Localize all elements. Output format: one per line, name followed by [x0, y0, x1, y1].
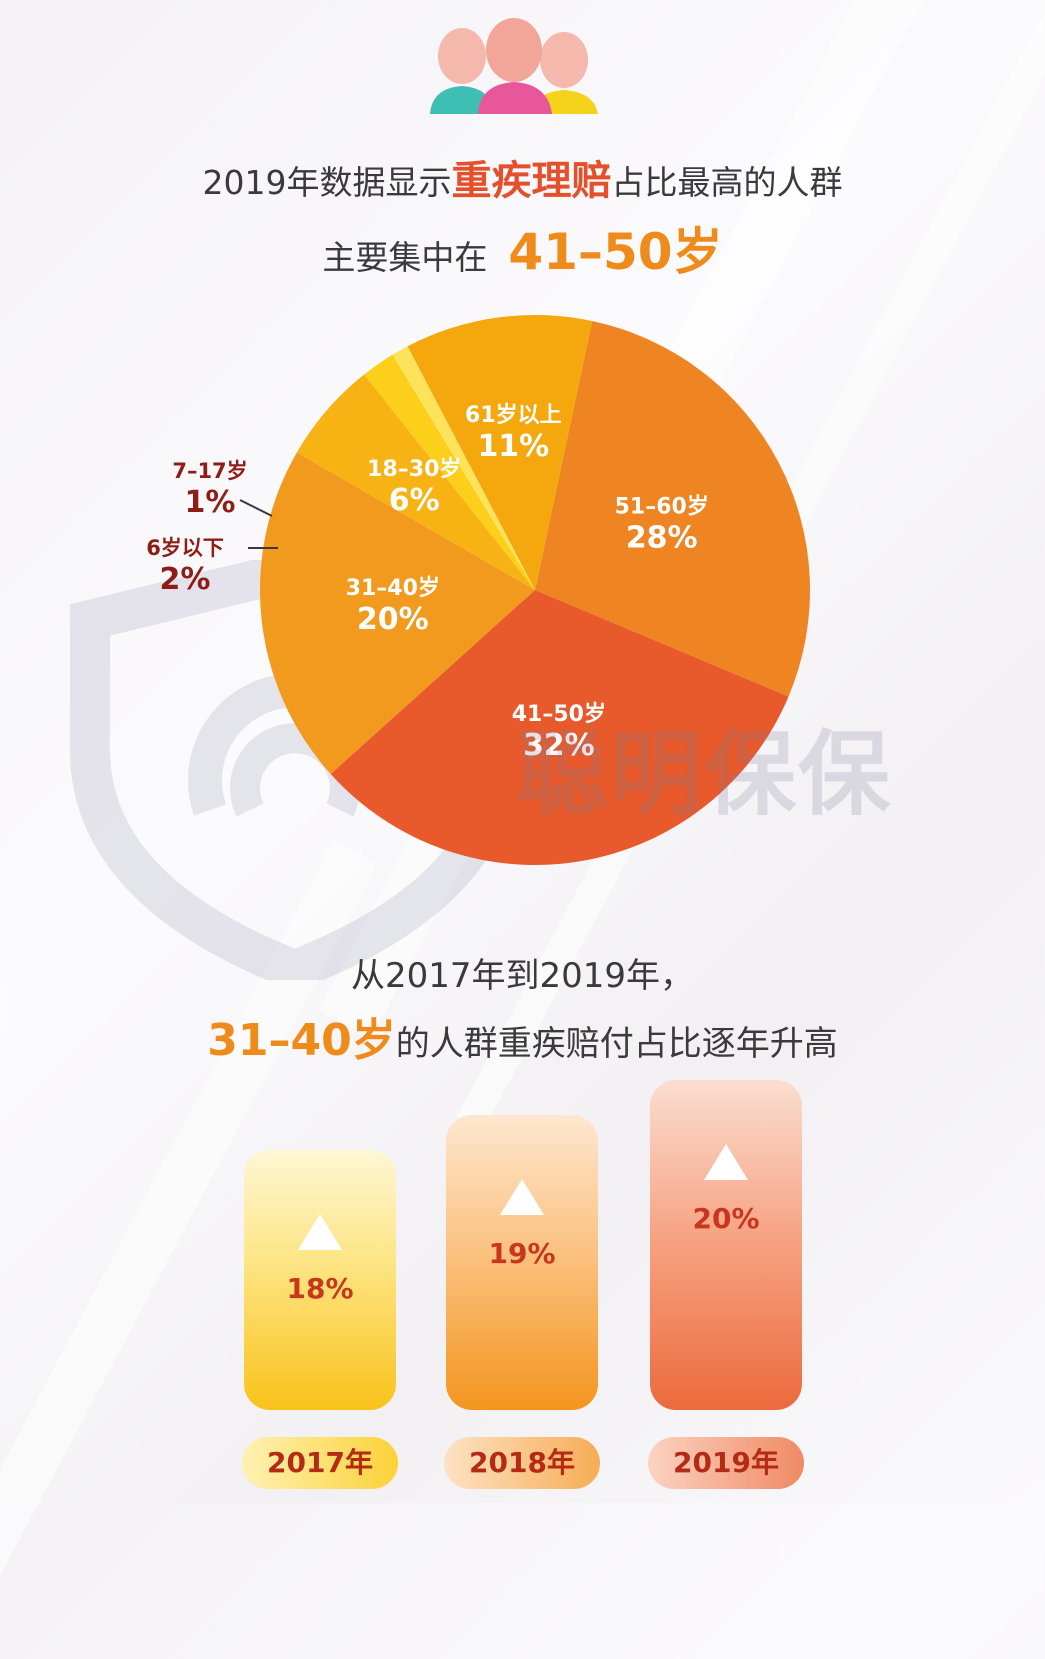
pie-slice [296, 374, 535, 590]
up-triangle-icon [704, 1144, 748, 1180]
header-line-1-prefix: 2019年数据显示 [202, 163, 452, 202]
pie-slice-label: 6岁以下 [146, 536, 224, 560]
pie-slice-label: 18–30岁 [367, 456, 461, 482]
pie-callout-line [239, 499, 273, 517]
pie-slice [392, 346, 535, 590]
section2-highlight: 31–40岁 [207, 1015, 396, 1066]
pie-slice [364, 354, 535, 590]
watermark-text: 聪明保保 [516, 721, 893, 828]
pie-slice [407, 315, 593, 590]
section2-line-2: 31–40岁的人群重疾赔付占比逐年升高 [0, 1004, 1045, 1068]
header-line-2: 主要集中在 41–50岁 [0, 212, 1045, 284]
bar-category-label: 2019年 [648, 1437, 804, 1489]
people-icon [430, 18, 598, 114]
up-triangle-icon [500, 1179, 544, 1215]
pie-slice-value: 2% [160, 562, 211, 597]
pie-slice-label: 61岁以上 [465, 402, 562, 428]
bar-value-label: 20% [692, 1202, 760, 1235]
pie-slice-label: 7–17岁 [172, 459, 247, 483]
pie-slice-value: 6% [389, 483, 440, 518]
bar-value-label: 19% [488, 1237, 556, 1270]
bar-value-label: 18% [286, 1272, 354, 1305]
header-line-1: 2019年数据显示重疾理赔占比最高的人群 [0, 148, 1045, 206]
pie-slice-value: 11% [477, 429, 549, 464]
bar-category-label: 2017年 [242, 1437, 398, 1489]
bar-card: 20% [650, 1080, 802, 1410]
header-line-2-prefix: 主要集中在 [322, 238, 488, 277]
section2-line-2-suffix: 的人群重疾赔付占比逐年升高 [395, 1024, 838, 1064]
pie-slice-value: 20% [357, 602, 429, 637]
up-triangle-icon [298, 1214, 342, 1250]
header-line-1-highlight: 重疾理赔 [451, 158, 612, 204]
pie-slice [259, 452, 535, 775]
bar-card: 19% [446, 1115, 598, 1410]
section2-line-1: 从2017年到2019年， [350, 956, 695, 996]
pie-slice [330, 590, 789, 866]
bar-category-label: 2018年 [444, 1437, 600, 1489]
pie-slice [535, 321, 810, 697]
bar-card: 18% [244, 1150, 396, 1410]
pie-slice-value: 1% [185, 485, 236, 520]
pie-slice-label: 51–60岁 [615, 494, 709, 520]
header-line-2-highlight: 41–50岁 [508, 223, 723, 281]
header-line-1-suffix: 占比最高的人群 [611, 163, 843, 202]
pie-slice-label: 41–50岁 [512, 701, 606, 727]
pie-slice-value: 32% [523, 728, 595, 763]
pie-slice-value: 28% [626, 521, 698, 556]
pie-slice-label: 31–40岁 [346, 575, 440, 601]
